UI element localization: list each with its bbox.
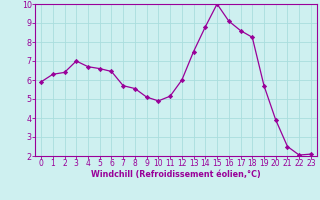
X-axis label: Windchill (Refroidissement éolien,°C): Windchill (Refroidissement éolien,°C) [91, 170, 261, 179]
